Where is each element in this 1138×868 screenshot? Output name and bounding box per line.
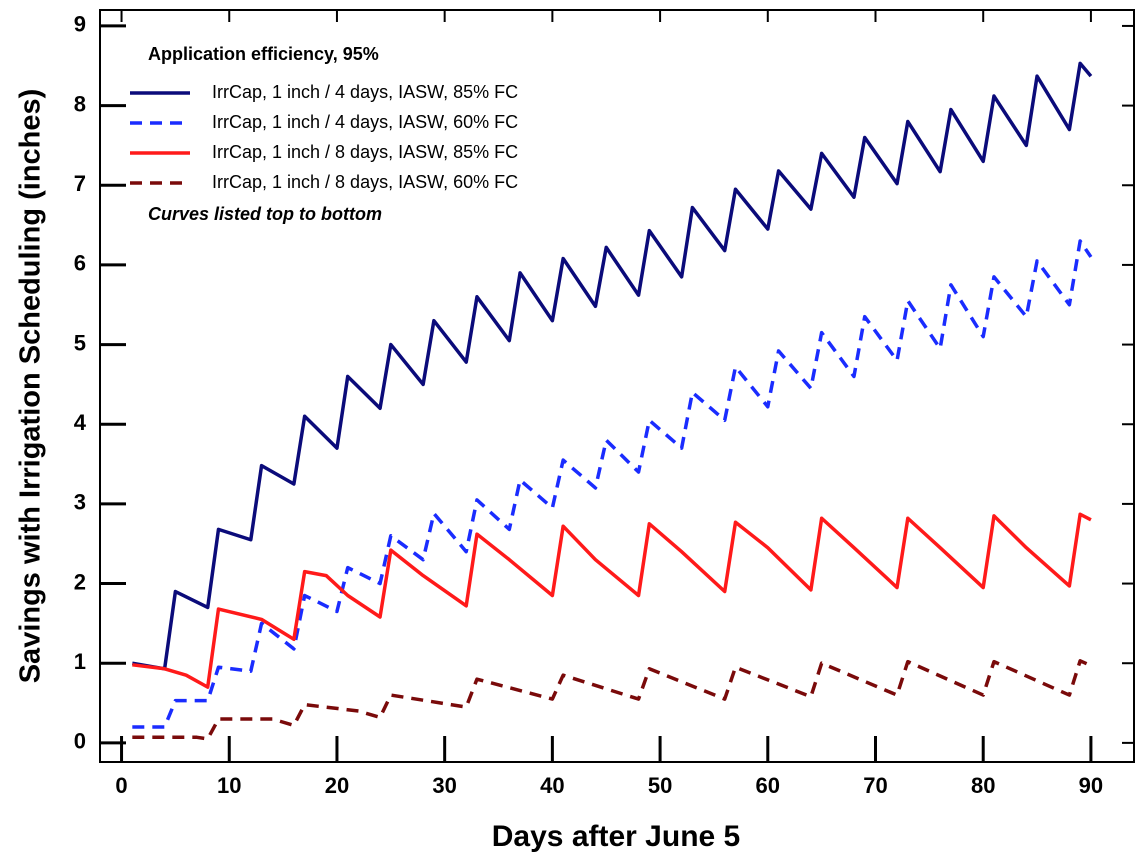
x-tick-label: 30 <box>432 773 456 798</box>
x-tick-label: 0 <box>115 773 127 798</box>
y-tick-label: 6 <box>74 251 86 276</box>
legend-label: IrrCap, 1 inch / 8 days, IASW, 85% FC <box>212 142 518 162</box>
x-tick-label: 40 <box>540 773 564 798</box>
y-tick-label: 4 <box>74 410 87 435</box>
x-tick-label: 90 <box>1079 773 1103 798</box>
series-line <box>132 239 1093 729</box>
y-tick-label: 8 <box>74 91 86 116</box>
x-tick-label: 20 <box>325 773 349 798</box>
y-tick-label: 7 <box>74 171 86 196</box>
series-line <box>132 512 1092 689</box>
x-tick-label: 10 <box>217 773 241 798</box>
legend-label: IrrCap, 1 inch / 4 days, IASW, 60% FC <box>212 112 518 132</box>
legend-title: Application efficiency, 95% <box>148 44 379 64</box>
y-tick-label: 9 <box>74 12 86 37</box>
legend-label: IrrCap, 1 inch / 8 days, IASW, 60% FC <box>212 172 518 192</box>
plot-frame <box>99 9 1135 763</box>
y-tick-label: 5 <box>74 330 86 355</box>
y-tick-label: 2 <box>74 569 86 594</box>
x-tick-label: 70 <box>863 773 887 798</box>
y-tick-label: 1 <box>74 649 86 674</box>
series-line <box>132 61 1093 671</box>
legend-label: IrrCap, 1 inch / 4 days, IASW, 85% FC <box>212 82 518 102</box>
x-axis-label: Days after June 5 <box>492 820 740 853</box>
y-tick-label: 0 <box>74 729 86 754</box>
x-tick-label: 50 <box>648 773 672 798</box>
y-axis-label: Savings with Irrigation Scheduling (inch… <box>15 89 47 684</box>
x-tick-label: 60 <box>756 773 780 798</box>
x-tick-label: 80 <box>971 773 995 798</box>
series-line <box>132 659 1092 741</box>
annotation: Curves listed top to bottom <box>148 204 382 224</box>
y-tick-label: 3 <box>74 490 86 515</box>
